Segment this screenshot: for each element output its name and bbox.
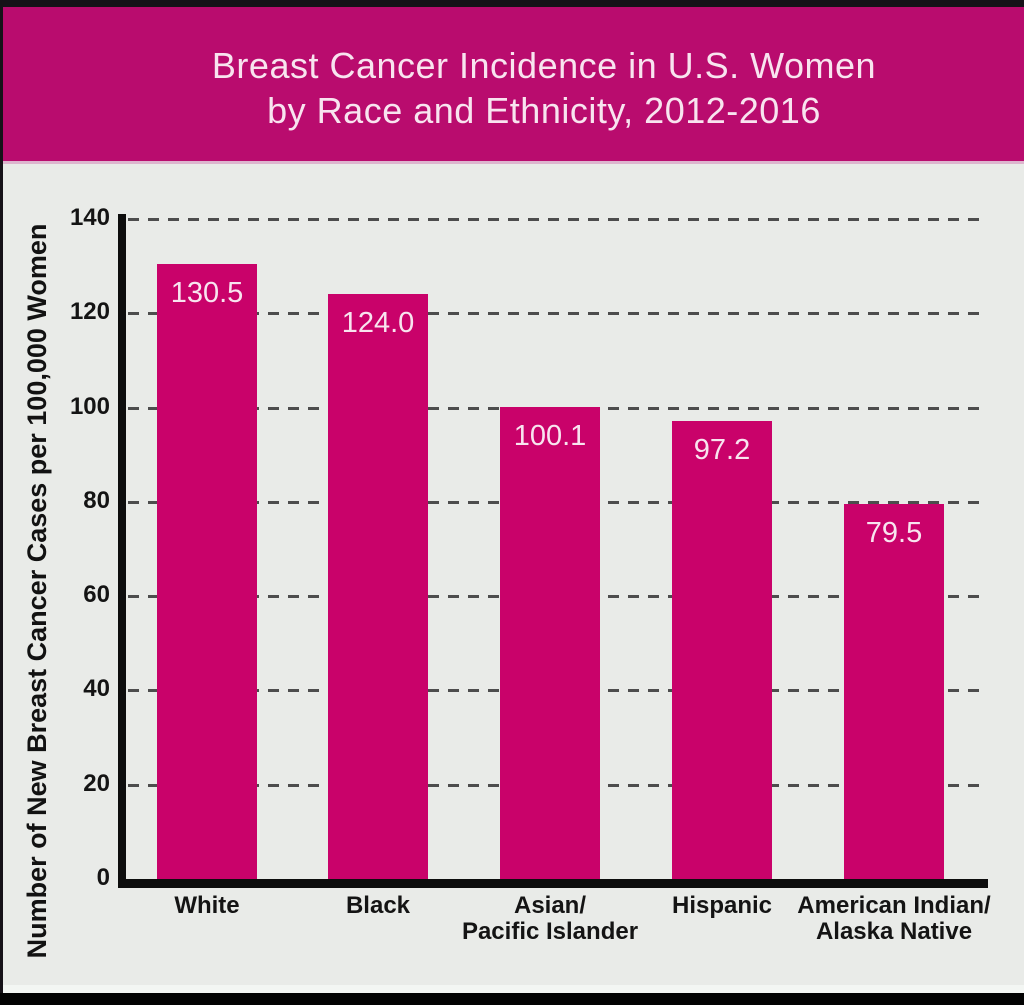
y-tick-label-40: 40 [83,675,110,703]
x-category-label: White [174,892,240,919]
chart-title-banner: Breast Cancer Incidence in U.S. Women by… [0,7,1024,161]
bar: 79.5 [844,504,944,879]
gridline-120 [128,312,986,316]
y-tick-label-0: 0 [96,864,110,891]
y-axis-line [118,214,126,888]
x-category-label: Asian/ Pacific Islander [461,892,639,945]
bar-value-label: 97.2 [693,433,751,466]
y-tick-label-20: 20 [83,769,110,797]
bar-value-label: 124.0 [341,307,415,340]
bar-value-label: 130.5 [170,276,244,309]
bar: 97.2 [672,420,772,879]
chart-title-line1: Breast Cancer Incidence in U.S. Women [211,45,877,86]
bar: 130.5 [157,263,257,879]
x-category-label: Hispanic [671,892,773,919]
chart-title-line2: by Race and Ethnicity, 2012-2016 [267,90,821,131]
y-tick-label-60: 60 [83,581,110,609]
bottom-highlight-line [0,985,1024,993]
x-category-label: American Indian/ Alaska Native [797,892,991,945]
bar-value-label: 100.1 [513,420,587,453]
y-tick-label-100: 100 [69,392,110,420]
left-border [0,0,3,1005]
gridline-140 [128,218,986,221]
bar: 124.0 [328,294,428,879]
y-tick-label-140: 140 [69,204,110,231]
y-tick-label-120: 120 [69,298,110,326]
bar-value-label: 79.5 [865,517,923,550]
top-border [0,0,1024,7]
x-axis-line [118,879,988,888]
x-category-label: Black [345,892,411,919]
bar: 100.1 [500,407,600,879]
bottom-border [0,993,1024,1005]
y-tick-label-80: 80 [83,486,110,514]
bar-chart: Number of New Breast Cancer Cases per 10… [0,164,1024,985]
banner-separator [0,161,1024,164]
